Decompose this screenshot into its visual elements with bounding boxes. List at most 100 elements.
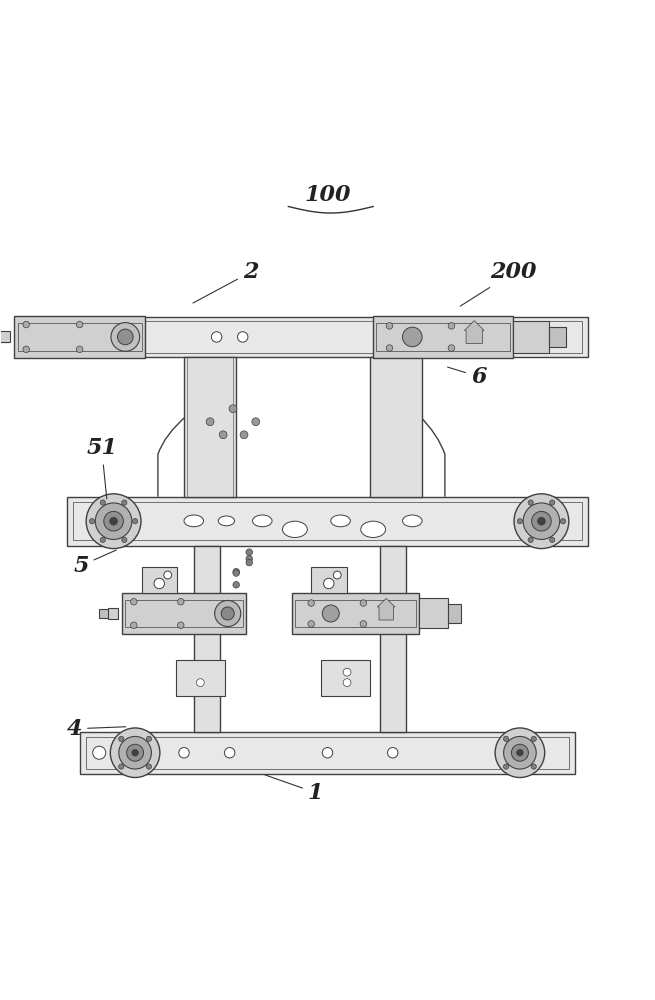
Bar	[0, 332, 8, 342]
Bar	[125, 600, 243, 627]
Circle shape	[154, 578, 164, 589]
Bar	[550, 327, 565, 347]
Circle shape	[103, 511, 123, 531]
Ellipse shape	[361, 521, 386, 538]
Circle shape	[512, 744, 529, 761]
Bar	[14, 316, 145, 358]
Circle shape	[403, 327, 422, 347]
Circle shape	[23, 321, 29, 328]
Circle shape	[206, 418, 214, 426]
Circle shape	[343, 679, 351, 687]
Bar	[194, 546, 220, 732]
Circle shape	[215, 600, 241, 627]
Circle shape	[219, 431, 227, 439]
Circle shape	[343, 668, 351, 676]
Circle shape	[126, 744, 143, 761]
Circle shape	[229, 405, 237, 413]
Text: 4: 4	[67, 718, 126, 740]
Circle shape	[504, 764, 509, 769]
Circle shape	[308, 621, 314, 627]
Circle shape	[119, 764, 124, 769]
Circle shape	[110, 728, 160, 778]
FancyArrow shape	[464, 321, 484, 343]
Circle shape	[504, 736, 509, 742]
Circle shape	[246, 559, 252, 566]
Bar	[141, 567, 178, 593]
Circle shape	[119, 736, 124, 742]
Bar	[80, 732, 575, 774]
Circle shape	[146, 764, 151, 769]
Circle shape	[308, 600, 314, 606]
Circle shape	[132, 519, 138, 524]
Circle shape	[448, 323, 455, 329]
Ellipse shape	[252, 515, 272, 527]
Text: 200: 200	[460, 261, 537, 306]
Circle shape	[538, 517, 546, 525]
Circle shape	[178, 598, 184, 605]
Circle shape	[238, 332, 248, 342]
Circle shape	[90, 519, 95, 524]
Bar	[176, 660, 225, 696]
Circle shape	[322, 605, 339, 622]
Circle shape	[164, 571, 172, 579]
Circle shape	[100, 500, 105, 505]
Bar	[86, 737, 569, 769]
Circle shape	[119, 736, 151, 769]
Circle shape	[333, 571, 341, 579]
Circle shape	[130, 598, 137, 605]
Circle shape	[117, 329, 133, 345]
Bar	[377, 323, 510, 351]
Bar	[380, 546, 405, 732]
Circle shape	[550, 500, 555, 505]
Circle shape	[388, 748, 398, 758]
Ellipse shape	[403, 515, 422, 527]
Circle shape	[178, 622, 184, 628]
Circle shape	[111, 323, 140, 351]
Circle shape	[109, 517, 117, 525]
Circle shape	[212, 332, 222, 342]
Circle shape	[93, 746, 105, 759]
Circle shape	[179, 748, 189, 758]
Bar	[122, 593, 246, 634]
Bar	[184, 357, 236, 497]
Circle shape	[386, 345, 393, 351]
Circle shape	[86, 494, 141, 549]
Circle shape	[322, 748, 333, 758]
Bar	[370, 357, 422, 497]
Circle shape	[560, 519, 565, 524]
Bar	[311, 567, 347, 593]
Circle shape	[233, 582, 240, 588]
Circle shape	[233, 570, 240, 576]
Ellipse shape	[331, 515, 350, 527]
Bar	[295, 600, 415, 627]
Circle shape	[122, 537, 127, 542]
Bar	[514, 321, 550, 353]
Circle shape	[146, 736, 151, 742]
Circle shape	[386, 323, 393, 329]
Bar	[67, 317, 588, 357]
Circle shape	[517, 519, 523, 524]
Circle shape	[221, 607, 234, 620]
Text: 5: 5	[73, 550, 116, 577]
Ellipse shape	[218, 516, 234, 526]
Text: 1: 1	[265, 775, 324, 804]
Circle shape	[504, 736, 536, 769]
Circle shape	[233, 568, 240, 575]
Bar	[187, 357, 233, 497]
Circle shape	[196, 679, 204, 687]
Bar	[291, 593, 419, 634]
Circle shape	[132, 749, 138, 756]
Ellipse shape	[184, 515, 204, 527]
Circle shape	[514, 494, 569, 549]
Circle shape	[225, 748, 235, 758]
Bar	[373, 316, 514, 358]
Bar	[67, 497, 588, 546]
Bar	[73, 321, 582, 353]
Circle shape	[517, 749, 523, 756]
Bar	[321, 660, 370, 696]
Circle shape	[96, 503, 132, 539]
Circle shape	[360, 621, 367, 627]
Bar	[73, 502, 582, 540]
Circle shape	[246, 549, 252, 555]
Circle shape	[550, 537, 555, 542]
